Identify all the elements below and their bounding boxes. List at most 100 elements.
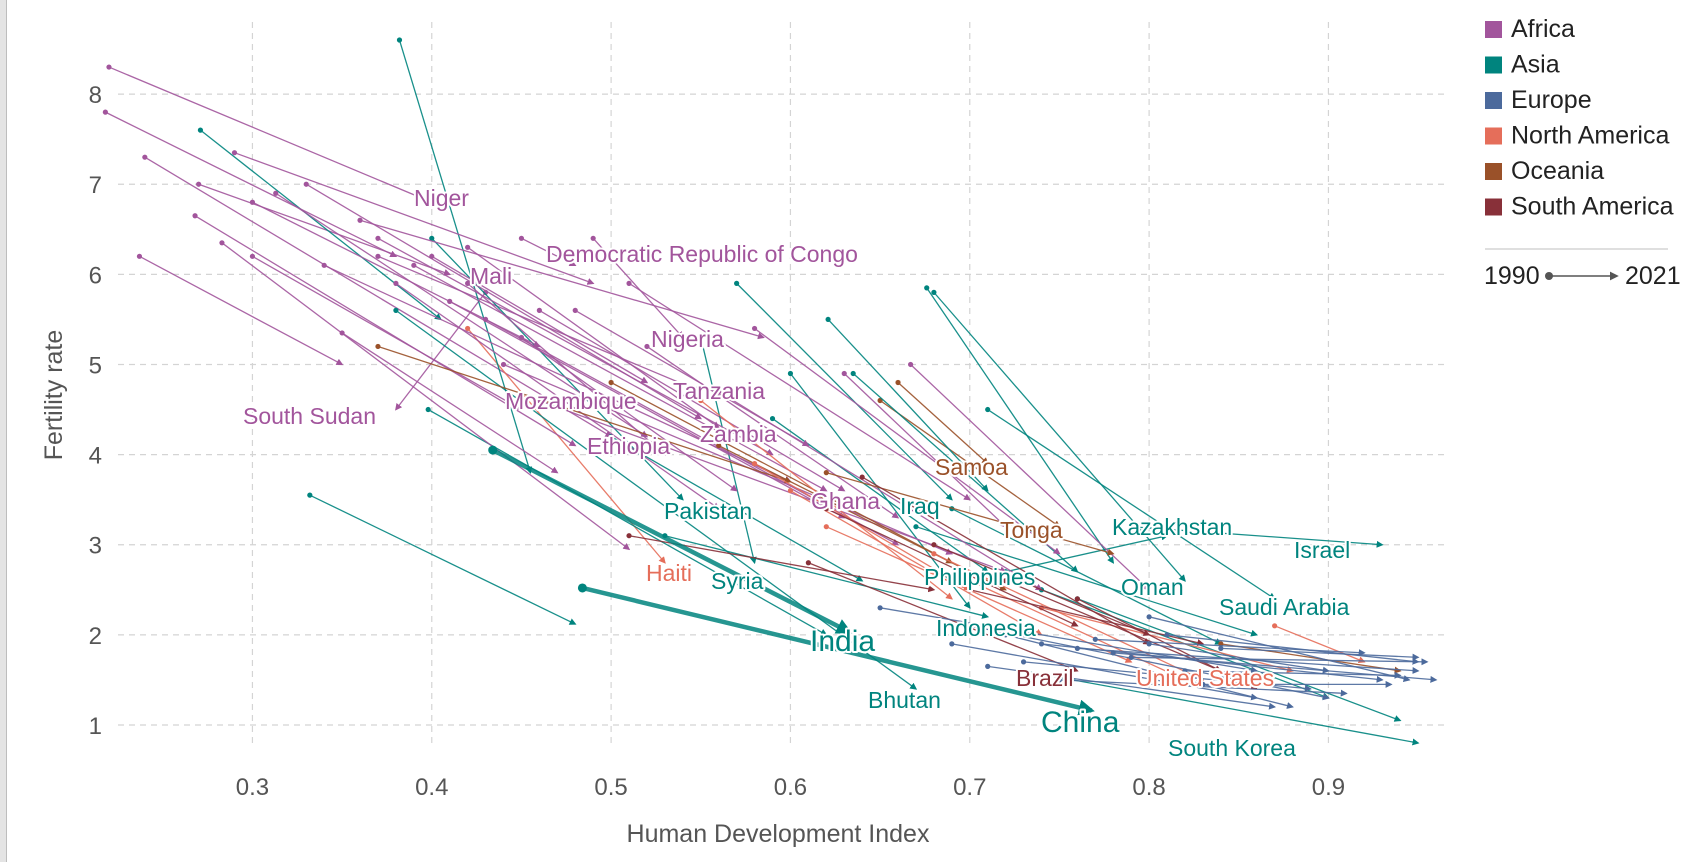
start-point — [850, 370, 856, 377]
start-point — [572, 307, 578, 313]
y-tick-label: 2 — [89, 623, 102, 650]
series-arrow — [823, 506, 1079, 627]
start-point — [192, 213, 198, 219]
trajectory-line — [664, 535, 990, 619]
label-philippines: Philippines — [924, 564, 1035, 590]
label-mozambique: Mozambique — [505, 388, 637, 414]
start-point — [518, 334, 525, 341]
trajectory-line — [395, 291, 487, 411]
start-point — [249, 253, 256, 259]
series-pakistan — [429, 235, 684, 501]
trajectory-line — [1005, 634, 1294, 709]
start-point — [219, 240, 225, 246]
legend-swatch — [1485, 92, 1502, 109]
trajectory-line — [879, 399, 1061, 528]
trajectory-line — [309, 494, 577, 625]
trajectory-line — [969, 580, 1187, 681]
series-arrow — [1218, 645, 1420, 661]
trajectory-line — [826, 526, 1133, 663]
label-nigeria: Nigeria — [651, 326, 724, 352]
start-point — [393, 280, 399, 286]
trajectory-line — [377, 255, 703, 393]
y-tick-label: 8 — [89, 82, 102, 109]
legend-swatch — [1485, 56, 1502, 74]
trajectory-line — [969, 589, 1205, 646]
series-samoa — [895, 379, 989, 465]
trajectory-line — [1131, 656, 1429, 666]
trajectory-line — [359, 219, 765, 340]
series-india — [488, 445, 853, 635]
series-arrow — [841, 370, 1007, 528]
start-point — [877, 605, 883, 611]
trajectory-line — [772, 418, 989, 573]
trajectory-line — [1131, 526, 1384, 548]
trajectory-line — [467, 246, 720, 429]
legend-label: Asia — [1511, 51, 1560, 79]
start-point — [1164, 632, 1170, 638]
start-point — [1200, 681, 1206, 688]
legend-item-africa: Africa — [1485, 15, 1575, 43]
series-iraq — [734, 280, 953, 501]
label-oman: Oman — [1121, 574, 1184, 600]
series-arrow — [716, 388, 1043, 591]
trajectory-line — [398, 39, 533, 474]
series-arrow — [136, 253, 344, 366]
start-point — [913, 524, 919, 530]
y-tick-label: 5 — [89, 352, 102, 379]
start-point — [375, 235, 381, 241]
series-tanzania — [375, 253, 703, 393]
series-south-sudan — [395, 289, 489, 411]
start-point — [102, 109, 108, 115]
legend-item-asia: Asia — [1485, 51, 1560, 79]
trajectory-line — [431, 237, 684, 501]
series-arrow — [411, 262, 828, 492]
trajectory-line — [1184, 670, 1402, 679]
start-point — [1218, 645, 1224, 651]
series-arrow — [1146, 641, 1330, 674]
trajectory-line — [234, 152, 595, 285]
start-point — [303, 181, 309, 187]
start-point — [1074, 596, 1080, 602]
label-ethiopia: Ethiopia — [587, 433, 670, 459]
legend: Africa Asia Europe North America Oceania Sout… — [1484, 15, 1681, 290]
label-samoa: Samoa — [935, 454, 1008, 480]
series-arrow — [924, 285, 1115, 564]
start-point — [590, 235, 596, 241]
legend-item-oceania: Oceania — [1485, 157, 1604, 185]
trajectory-line — [1077, 598, 1258, 690]
trajectory-line — [646, 345, 900, 519]
series-arrow — [1092, 636, 1366, 657]
start-point — [823, 470, 829, 476]
series-arrow — [913, 524, 1259, 637]
series-arrow — [518, 334, 738, 492]
trajectory-line — [144, 156, 613, 438]
series-arrow — [429, 253, 649, 384]
series-israel — [1128, 524, 1384, 548]
start-point — [626, 280, 632, 286]
series-arrow — [192, 213, 577, 447]
trajectory-line — [539, 399, 1007, 574]
trajectory-line — [826, 471, 1115, 556]
trajectory-line — [275, 192, 649, 438]
start-point — [536, 307, 542, 313]
series-arrow — [716, 442, 1007, 591]
trajectory-line — [1149, 643, 1330, 674]
start-point — [734, 280, 740, 286]
series-arrow — [375, 343, 792, 484]
trajectory-line — [521, 237, 577, 266]
y-tick-label: 3 — [89, 533, 102, 560]
series-united-states — [1272, 623, 1366, 664]
start-point — [1056, 677, 1063, 683]
trajectory-line — [736, 282, 953, 501]
label-saudi-arabia: Saudi Arabia — [1219, 594, 1350, 620]
legend-label: Europe — [1511, 86, 1592, 114]
legend-label: North America — [1511, 122, 1669, 150]
start-point — [231, 150, 238, 156]
start-point — [518, 235, 525, 241]
trajectory-line — [139, 255, 344, 366]
label-syria: Syria — [711, 568, 764, 594]
trajectory-line — [108, 66, 434, 204]
legend-swatch — [1485, 163, 1502, 180]
trajectory-line — [198, 183, 452, 276]
trajectory-line — [592, 237, 684, 339]
